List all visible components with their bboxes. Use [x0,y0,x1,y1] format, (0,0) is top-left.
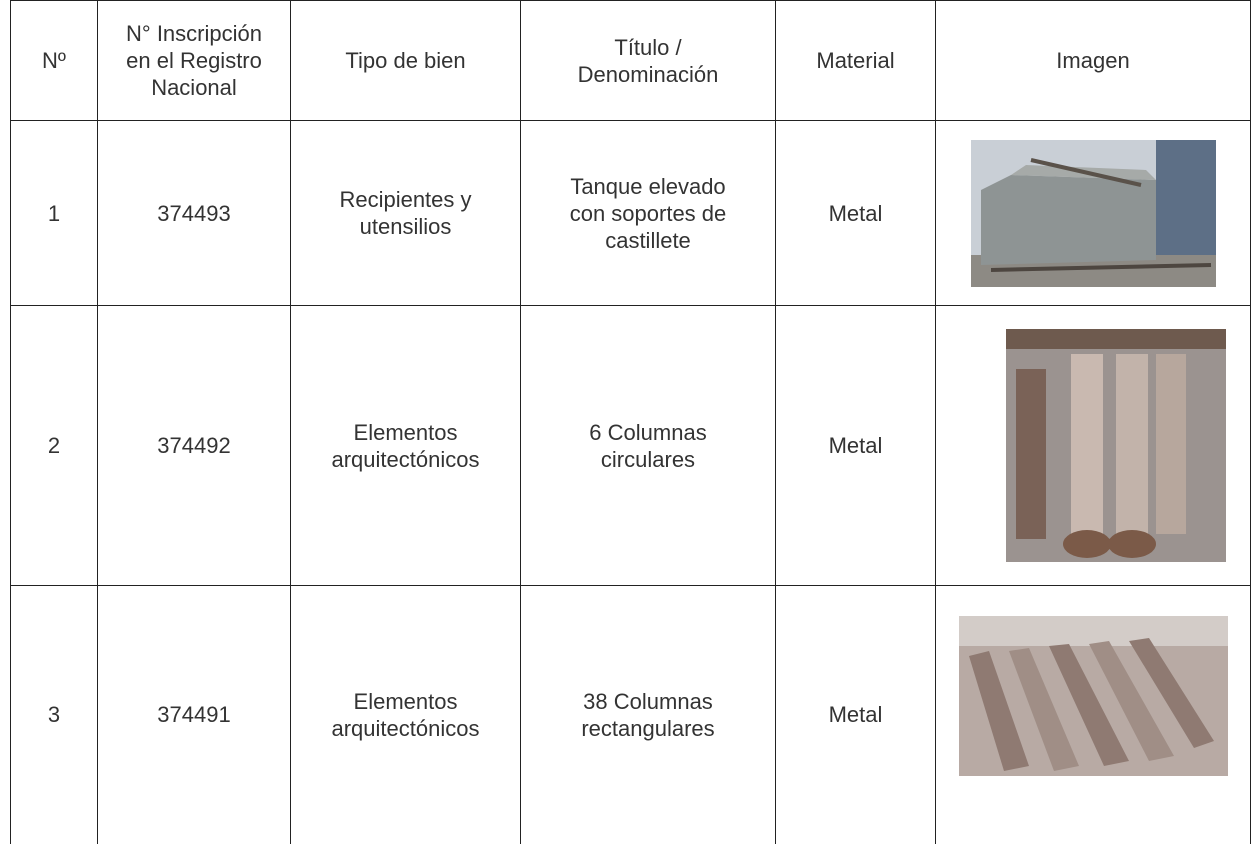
cell: 3 [10,585,98,844]
cell: Recipientes y utensilios [290,120,521,306]
header-cell: Tipo de bien [290,0,521,121]
image-cell [935,305,1251,586]
table-row: 1 374493 Recipientes y utensilios Tanque… [10,120,1251,306]
cell: 38 Columnas rectangulares [520,585,776,844]
cell: 374493 [97,120,291,306]
photo-columns [1006,329,1226,562]
cell: Metal [775,305,936,586]
cell: 1 [10,120,98,306]
photo-rect-columns [958,615,1228,776]
cell: Metal [775,120,936,306]
cell: Tanque elevado con soportes de castillet… [520,120,776,306]
photo-tank [970,139,1216,287]
header-cell: Material [775,0,936,121]
header-row: Nº N° Inscripción en el Registro Naciona… [10,0,1251,121]
cell: Elementos arquitectónicos [290,585,521,844]
image-cell [935,585,1251,844]
cell: Elementos arquitectónicos [290,305,521,586]
header-cell: N° Inscripción en el Registro Nacional [97,0,291,121]
table-row: 2 374492 Elementos arquitectónicos 6 Col… [10,305,1251,586]
cell: 374491 [97,585,291,844]
cell: 374492 [97,305,291,586]
header-cell: Título / Denominación [520,0,776,121]
cell: 2 [10,305,98,586]
header-cell: Imagen [935,0,1251,121]
heritage-table: Nº N° Inscripción en el Registro Naciona… [10,0,1251,844]
image-cell [935,120,1251,306]
header-cell: Nº [10,0,98,121]
cell: 6 Columnas circulares [520,305,776,586]
cell: Metal [775,585,936,844]
table-row: 3 374491 Elementos arquitectónicos 38 Co… [10,585,1251,844]
